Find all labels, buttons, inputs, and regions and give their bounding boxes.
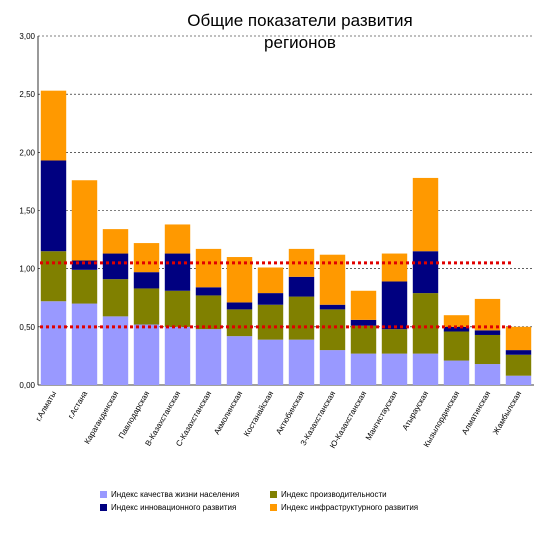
legend-item: Индекс производительности [270,490,387,499]
x-tick-label: Карагандинская [83,390,121,446]
bar-segment [40,301,67,385]
bar-segment [133,243,160,273]
x-tick-label: г.Астана [66,389,89,420]
bar-segment [319,309,346,351]
bar-segment [505,350,532,355]
bar-segment [381,253,408,282]
bar-segment [195,287,222,296]
y-tick-label: 1,50 [19,207,35,216]
bar-segment [381,353,408,385]
bar-segment [71,260,98,270]
bar-segment [164,326,191,385]
y-tick-label: 2,00 [19,148,35,157]
bar-segment [443,326,470,332]
bar-segment [412,353,439,385]
x-tick-label: Актюбинская [274,390,306,437]
bar-segment [257,267,284,294]
y-tick-label: 2,50 [19,90,35,99]
chart-title-line-2: регионов [264,33,336,52]
legend-swatch [270,504,277,511]
bar-segment [133,324,160,385]
x-tick-label: г.Алматы [34,389,59,423]
bar-segment [164,290,191,327]
bar-segment [412,293,439,354]
bar-segment [474,298,501,331]
y-tick-label: 0,50 [19,323,35,332]
bar-segment [71,180,98,261]
bar-segment [443,360,470,385]
legend-swatch [270,491,277,498]
chart-title-line-1: Общие показатели развития [187,11,413,30]
x-tick-label: Алматинская [460,390,492,437]
bar-segment [288,339,315,385]
bar-segment [40,160,67,252]
bar-segment [350,325,377,354]
bar-segment [505,354,532,376]
bar-segment [505,375,532,385]
bar-segment [412,177,439,252]
bar-segment [164,224,191,254]
x-tick-label: Акмолинская [212,390,244,437]
y-tick-label: 3,00 [19,32,35,41]
legend-item: Индекс качества жизни населения [100,490,239,499]
bar-segment [164,253,191,291]
bar-segment [195,248,222,288]
y-tick-label: 1,00 [19,265,35,274]
bar-segment [226,302,253,310]
legend-swatch [100,504,107,511]
bar-segment [71,269,98,304]
x-tick-label: Мангистауская [364,390,399,442]
bar-segment [102,229,129,254]
bar-segment [133,288,160,325]
bar-segment [288,276,315,297]
x-tick-label: Атырауская [401,390,431,432]
legend-label: Индекс производительности [281,490,387,499]
legend-label: Индекс инфраструктурного развития [281,503,419,512]
bar-segment [257,293,284,305]
bar-segment [226,336,253,385]
bar-segment [381,281,408,330]
bar-segment [288,296,315,340]
bar-segment [102,253,129,280]
x-tick-label: Костанайская [242,390,275,439]
bar-segment [133,272,160,289]
bar-segment [40,90,67,161]
legend-label: Индекс инновационного развития [111,503,237,512]
x-tick-label: С-Казахстанская [174,390,213,449]
bar-segment [319,350,346,385]
legend-swatch [100,491,107,498]
legend-label: Индекс качества жизни населения [111,490,240,499]
legend-item: Индекс инновационного развития [100,503,236,512]
legend-item: Индекс инфраструктурного развития [270,503,418,512]
bar-segment [40,251,67,302]
bar-segment [350,290,377,320]
x-tick-label: Кызылординская [422,390,461,449]
x-tick-label: Павлодарская [117,390,151,441]
bar-segment [381,329,408,354]
bar-segment [443,331,470,361]
bar-segment [474,330,501,335]
bar-segment [71,303,98,385]
bar-segment [195,329,222,385]
bar-segment [443,315,470,327]
bar-segment [412,251,439,294]
bar-segment [319,304,346,310]
bar-segment [505,326,532,351]
bar-segment [226,257,253,303]
x-tick-label: Жамбылская [491,390,523,437]
bar-segment [257,304,284,340]
y-tick-label: 0,00 [19,381,35,390]
bar-segment [350,319,377,326]
bar-segment [350,353,377,385]
bar-segment [474,334,501,365]
bar-segment [257,339,284,385]
bar-segment [195,295,222,330]
bar-segment [474,364,501,385]
bar-segment [102,279,129,317]
chart-title: Общие показатели развития регионов [180,10,420,54]
bar-segment [226,309,253,337]
